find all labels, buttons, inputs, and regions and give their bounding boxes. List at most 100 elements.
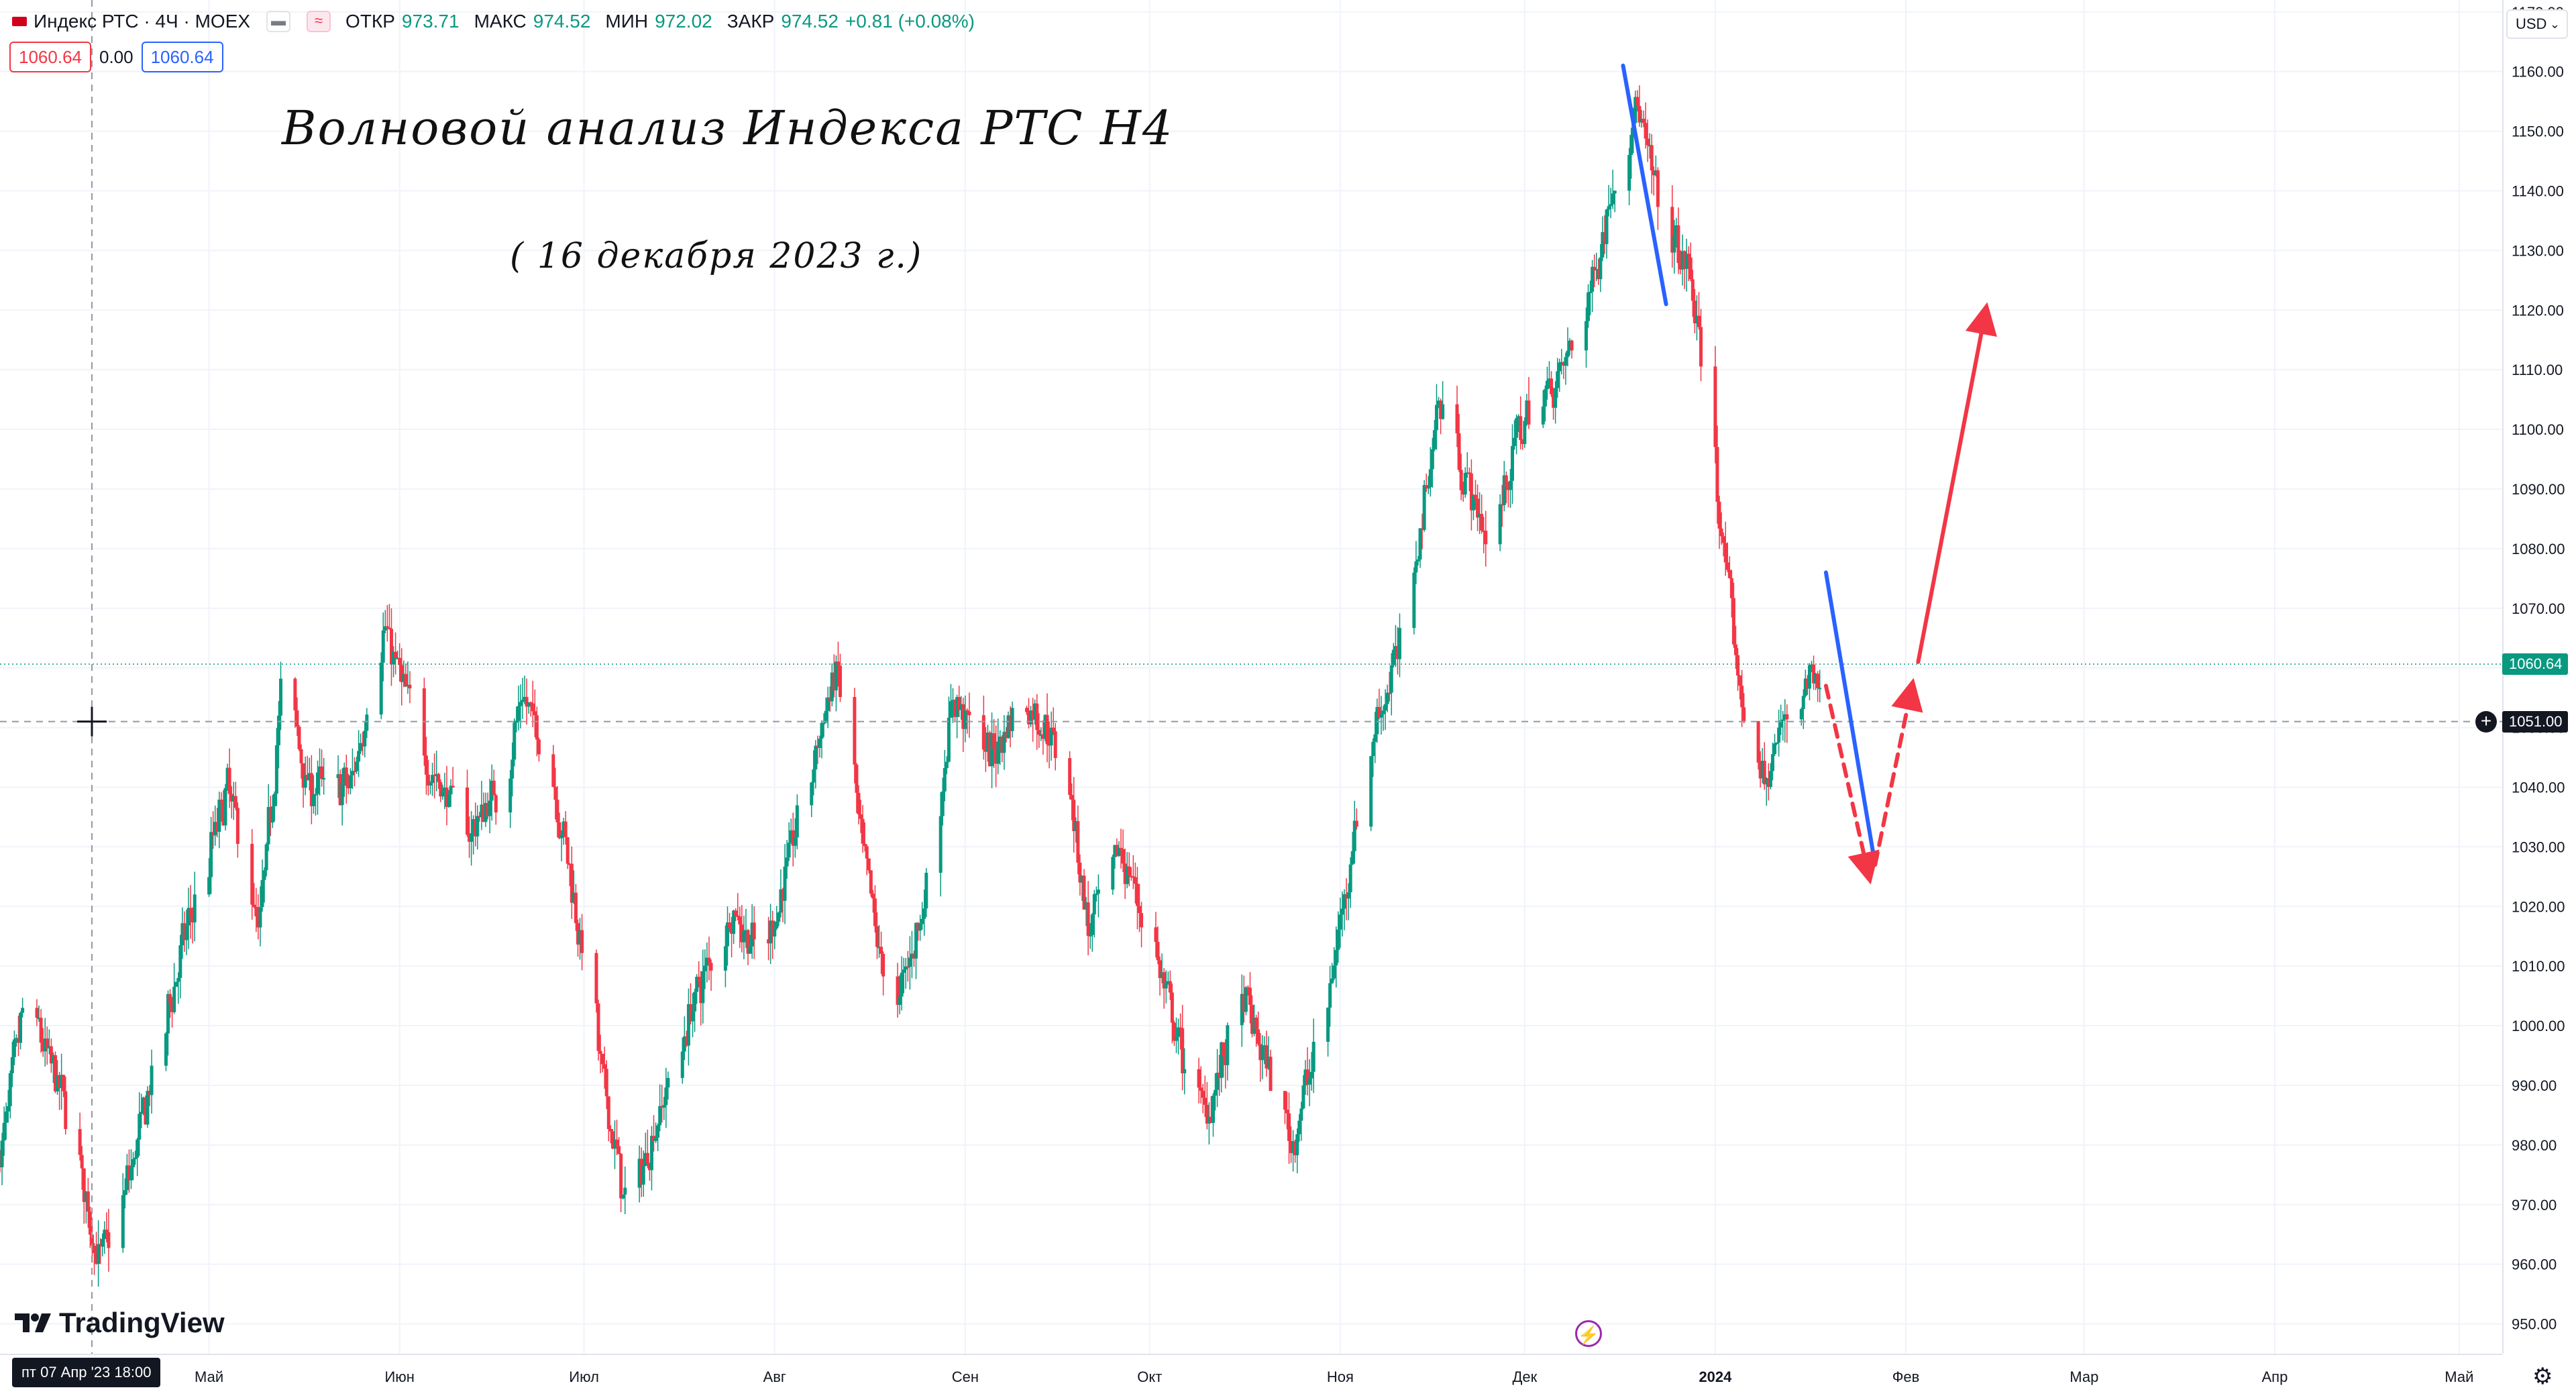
candle-body xyxy=(896,976,900,1005)
candle-body xyxy=(511,759,515,779)
candle-body xyxy=(1138,906,1142,914)
candle-body xyxy=(1584,321,1588,351)
candle-body xyxy=(955,697,959,717)
candle-body xyxy=(1508,480,1512,490)
candle-body xyxy=(47,1046,51,1048)
chart-area[interactable] xyxy=(0,0,2502,1354)
bolt-icon[interactable]: ⚡ xyxy=(1575,1320,1602,1347)
candle-body xyxy=(838,665,842,698)
candle-body xyxy=(1164,982,1168,989)
candle-body xyxy=(529,702,533,704)
candle-body xyxy=(480,804,484,818)
candle-body xyxy=(1674,225,1678,236)
candle-body xyxy=(1258,1044,1263,1061)
candle-body xyxy=(1096,890,1100,894)
candle-body xyxy=(1127,866,1131,876)
candle-body xyxy=(1269,1057,1273,1091)
price-tick-label: 1100.00 xyxy=(2512,421,2564,438)
candle-body xyxy=(908,957,912,967)
price-axis[interactable]: 950.00 960.00 970.00 980.00 990.00 1000.00 101… xyxy=(2502,0,2576,1354)
candle-body xyxy=(311,794,315,806)
time-tick-label: Апр xyxy=(2261,1368,2288,1385)
forecast-dashed-arrow[interactable] xyxy=(1823,684,1880,885)
candle-body xyxy=(1682,251,1686,269)
candle-body xyxy=(1002,731,1006,753)
candle-body xyxy=(1158,960,1162,978)
candle-body xyxy=(1211,1095,1215,1124)
candle-body xyxy=(1613,191,1617,194)
candle-body xyxy=(437,773,441,782)
candle-body xyxy=(219,799,223,801)
candle-body xyxy=(767,939,771,944)
candle-body xyxy=(338,774,342,806)
candle-body xyxy=(1197,1069,1201,1088)
candle-body xyxy=(270,806,274,823)
candle-body xyxy=(1076,821,1080,863)
add-alert-icon[interactable]: + xyxy=(2475,710,2497,733)
candle-body xyxy=(1713,366,1717,447)
candle-body xyxy=(1045,714,1049,745)
candle-body xyxy=(439,782,443,797)
time-tick-label: Окт xyxy=(1137,1368,1162,1385)
candle-body xyxy=(394,651,398,659)
annotation-subtitle[interactable]: ( 16 декабря 2023 г.) xyxy=(510,236,923,276)
candle-body xyxy=(404,674,408,687)
candle-body xyxy=(41,1042,45,1052)
candle-body xyxy=(429,783,433,786)
candle-body xyxy=(140,1112,144,1114)
candle-body xyxy=(1469,473,1473,510)
candle-body xyxy=(90,1234,94,1246)
candle-body xyxy=(1566,350,1570,358)
candle-body xyxy=(1779,720,1783,728)
currency-dropdown[interactable]: USD ⌄ xyxy=(2506,9,2568,39)
wave-trend-line[interactable] xyxy=(1621,63,1668,307)
candle-body xyxy=(1121,849,1125,864)
tradingview-logo[interactable]: TradingView xyxy=(15,1307,225,1339)
candle-body xyxy=(1777,727,1781,743)
sell-button[interactable]: 1060.64 xyxy=(9,42,91,72)
candle-body xyxy=(363,731,367,747)
candle-body xyxy=(1226,1025,1230,1065)
candle-body xyxy=(1527,400,1531,425)
candle-body xyxy=(1812,664,1816,684)
candle-body xyxy=(127,1165,131,1181)
candle-body xyxy=(1125,866,1129,884)
candle-body xyxy=(771,920,775,937)
candle-body xyxy=(1441,404,1445,419)
forecast-arrow[interactable] xyxy=(1916,302,1997,664)
candle-body xyxy=(1240,993,1244,1026)
candle-body xyxy=(1006,715,1010,739)
candle-body xyxy=(1381,710,1385,714)
candle-body xyxy=(361,743,365,747)
price-chart[interactable] xyxy=(0,0,2502,1354)
candle-body xyxy=(350,771,354,775)
candle-body xyxy=(37,1018,41,1020)
candle-body xyxy=(1332,965,1336,979)
candle-body xyxy=(723,946,727,971)
candle-body xyxy=(297,726,301,749)
candle-body xyxy=(1326,1008,1330,1042)
candle-body xyxy=(168,993,172,1004)
candle-body xyxy=(1430,449,1434,470)
gear-icon[interactable]: ⚙ xyxy=(2532,1364,2553,1389)
compare-icon[interactable]: ≈ xyxy=(307,11,331,32)
candle-body xyxy=(1437,400,1441,405)
annotation-title[interactable]: Волновой анализ Индекса РТС Н4 xyxy=(282,101,1174,156)
symbol-title[interactable]: Индекс РТС · 4Ч · MOEX xyxy=(34,11,251,32)
wave-trend-line[interactable] xyxy=(1823,570,1878,867)
price-tick-label: 1140.00 xyxy=(2512,182,2564,199)
candle-body xyxy=(1733,644,1737,655)
hide-indicator-icon[interactable]: ▬ xyxy=(266,11,291,32)
candle-body xyxy=(1648,145,1652,147)
candle-body xyxy=(426,774,430,786)
close-value: 974.52 xyxy=(781,11,839,32)
buy-button[interactable]: 1060.64 xyxy=(141,42,223,72)
candle-body xyxy=(1385,692,1389,704)
candle-body xyxy=(645,1152,649,1164)
candle-body xyxy=(174,981,178,987)
time-axis[interactable]: Май Июн Июл Авг Сен Окт Ноя Дек 2024 Фев Мар Апр Май xyxy=(0,1354,2502,1397)
candle-body xyxy=(93,1245,97,1254)
candle-body xyxy=(1688,257,1693,280)
candle-body xyxy=(309,773,313,806)
forecast-dashed-arrow[interactable] xyxy=(1873,678,1923,867)
